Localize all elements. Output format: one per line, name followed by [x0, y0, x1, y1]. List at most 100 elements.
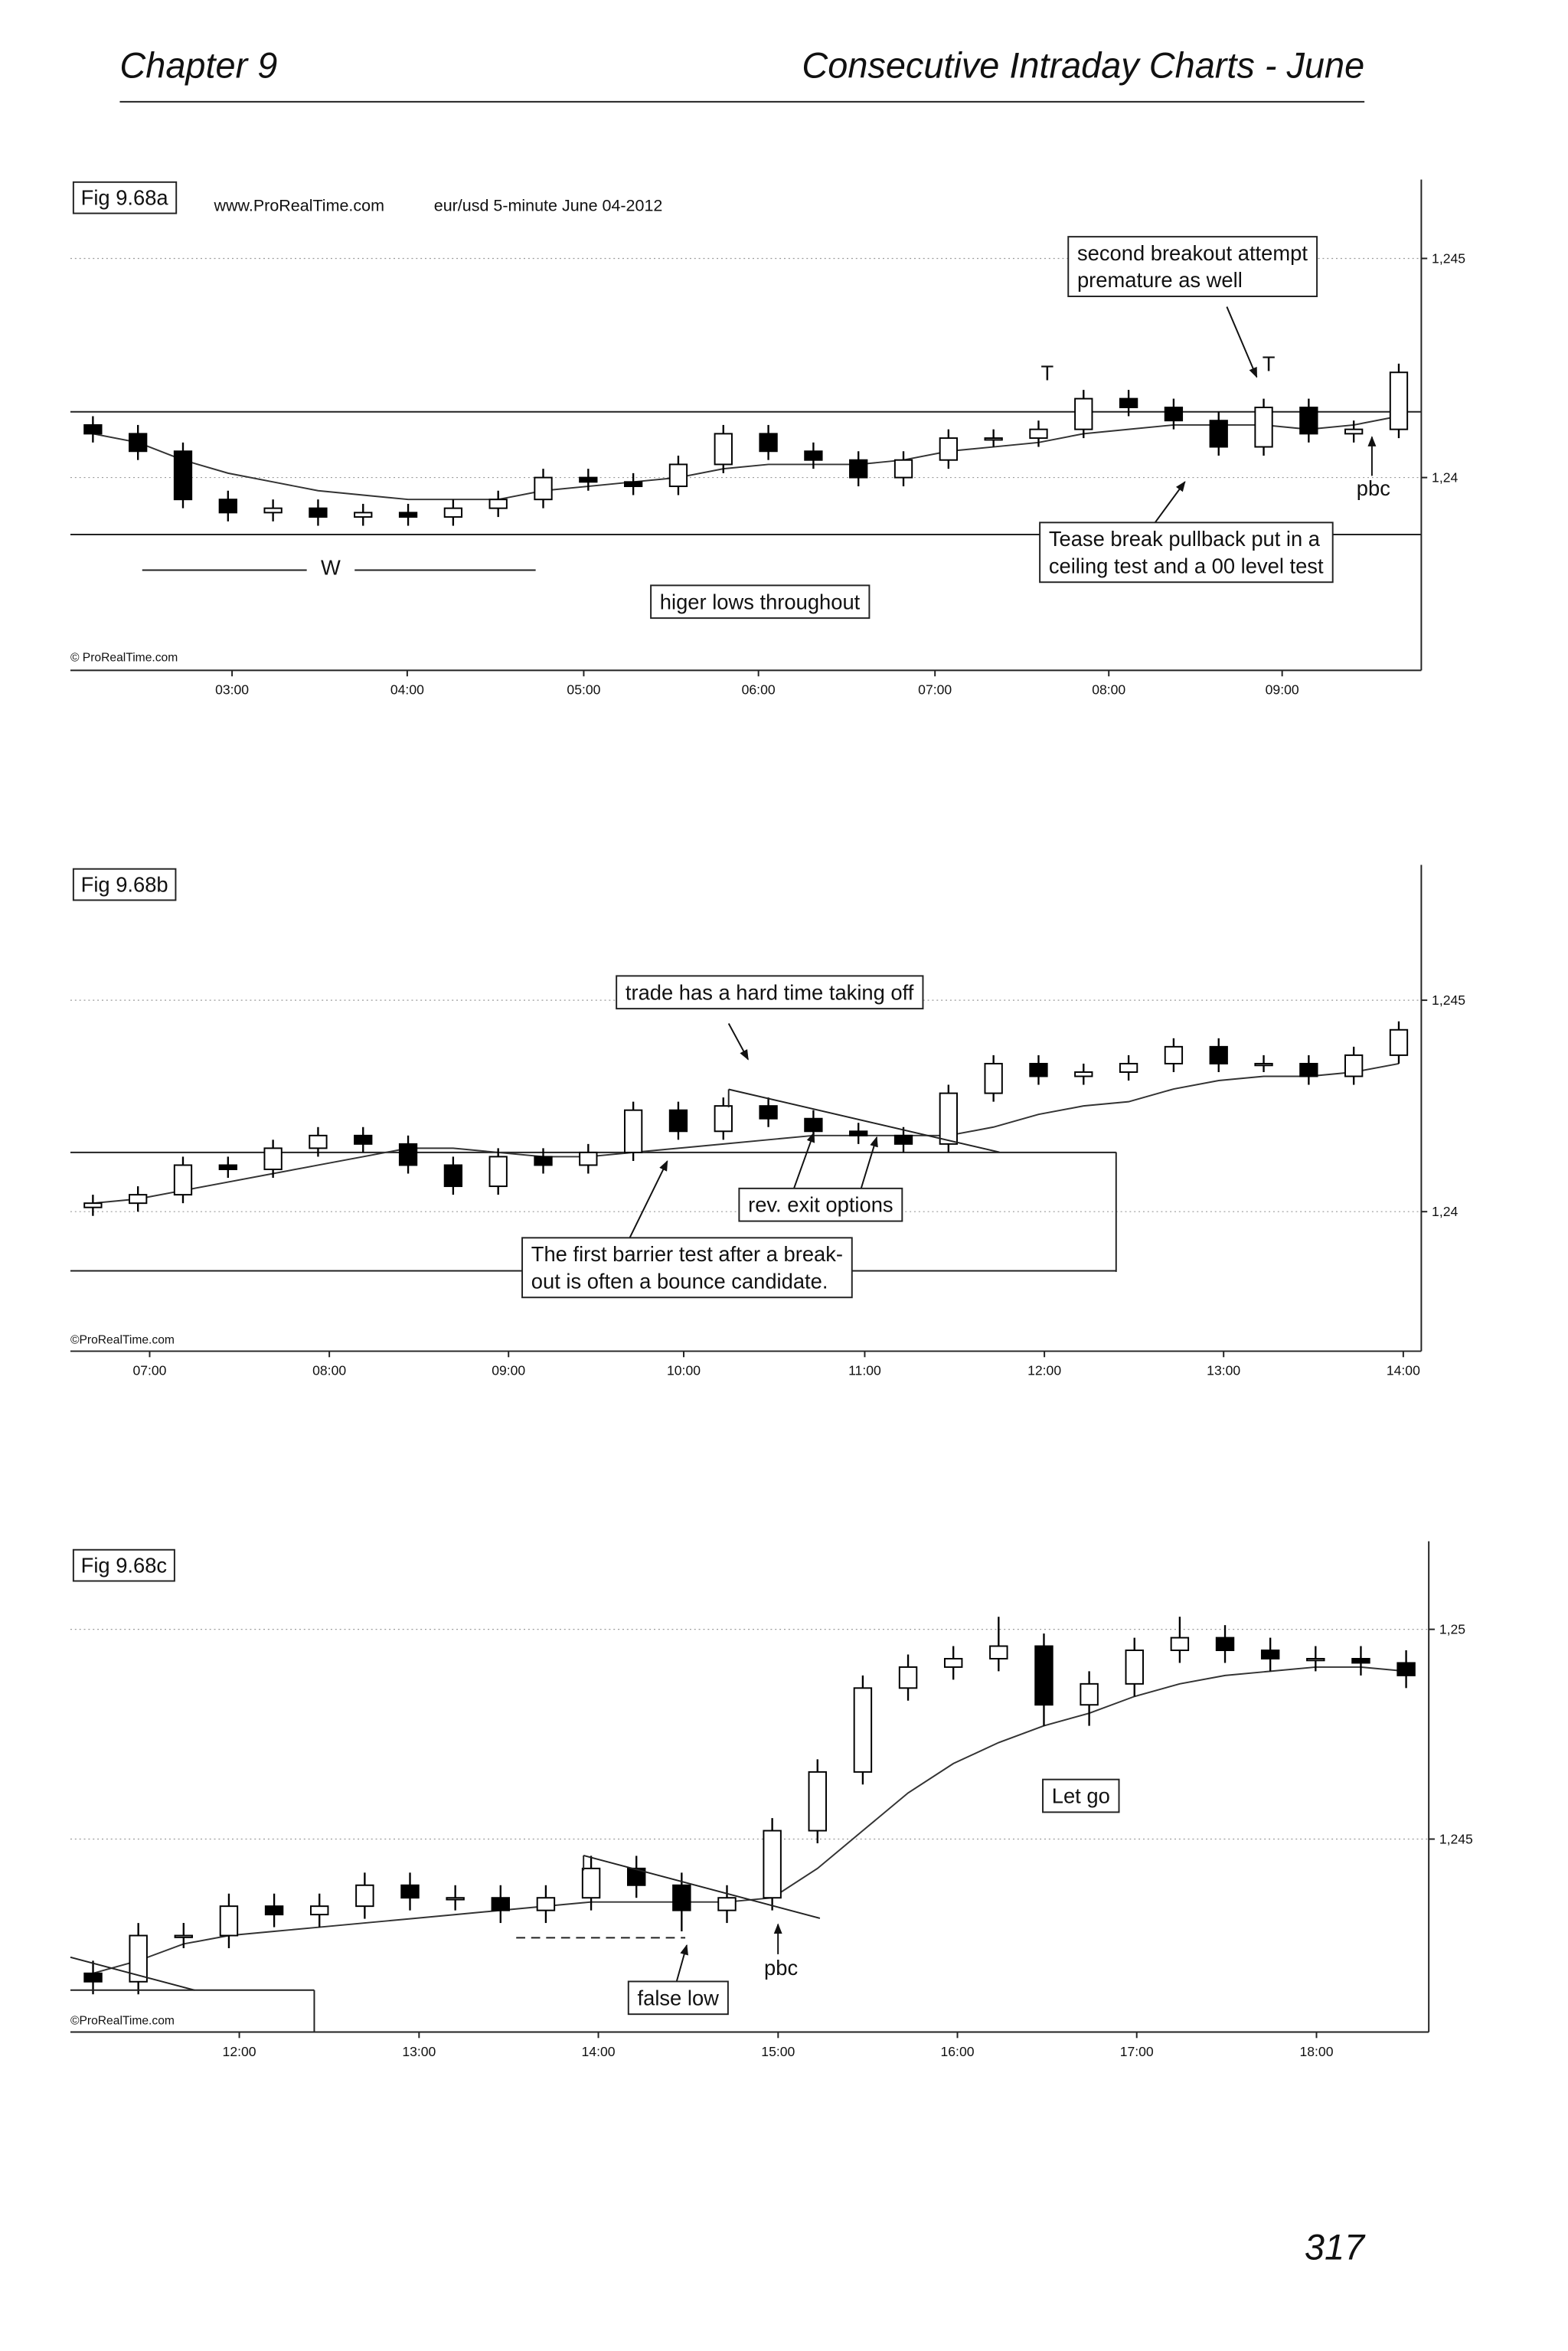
arrow	[1226, 306, 1258, 378]
figure-label: Fig 9.68b	[81, 873, 168, 897]
candle-body	[804, 1117, 823, 1133]
arrow	[1151, 481, 1186, 528]
candle-body	[83, 1202, 103, 1208]
y-tick-label: 1,24	[1432, 469, 1458, 485]
annotation: The first barrier test after a break-	[531, 1242, 843, 1266]
annotation-box	[616, 975, 924, 1010]
candle-body	[672, 1884, 691, 1911]
candle-body	[1260, 1650, 1280, 1659]
candle-body	[488, 499, 508, 509]
candle-body	[129, 433, 148, 453]
candle-body	[309, 1134, 328, 1149]
candle-body	[1164, 1045, 1184, 1064]
x-tick-label: 09:00	[1266, 682, 1299, 698]
candle-body	[853, 1687, 873, 1773]
candle-body	[1306, 1657, 1325, 1662]
candle-body	[1254, 407, 1273, 448]
x-tick-label: 08:00	[1092, 682, 1125, 698]
candle-body	[443, 507, 463, 518]
annotation: trade has a hard time taking off	[626, 980, 914, 1004]
candle-body	[309, 507, 328, 518]
arrow	[792, 1131, 815, 1192]
arrow	[675, 1944, 688, 1983]
candle-body	[534, 476, 553, 501]
watermark: ©ProRealTime.com	[70, 1334, 175, 1347]
x-tick-label: 18:00	[1299, 2044, 1333, 2059]
candle-body	[398, 512, 418, 518]
candle-body	[984, 437, 1003, 441]
candle-body	[714, 1105, 733, 1133]
candle-body	[1164, 407, 1184, 422]
candle-body	[1029, 1062, 1048, 1077]
y-tick-label: 1,24	[1432, 1204, 1458, 1219]
annotation-box	[738, 1187, 903, 1222]
x-tick-label: 03:00	[215, 682, 249, 698]
x-tick-label: 14:00	[582, 2044, 616, 2059]
annotation: T	[1041, 361, 1054, 384]
candle-body	[893, 459, 913, 479]
arrow	[859, 1136, 878, 1192]
annotation: T	[1263, 352, 1276, 376]
candle-body	[989, 1645, 1008, 1659]
annotation: higer lows throughout	[660, 590, 861, 613]
x-tick-label: 11:00	[848, 1363, 881, 1378]
candle-body	[83, 423, 103, 435]
candle-body	[849, 459, 868, 479]
drawn-line	[70, 1956, 195, 1991]
figure-label: Fig 9.68c	[81, 1554, 167, 1578]
figure-label: Fig 9.68a	[81, 186, 169, 210]
candle-body	[893, 1134, 913, 1145]
candle-body	[579, 476, 598, 483]
x-tick-label: 12:00	[223, 2044, 256, 2059]
candle-body	[1170, 1637, 1190, 1651]
candle-body	[668, 1109, 688, 1133]
candle-body	[1074, 397, 1093, 430]
y-tick-label: 1,25	[1439, 1621, 1465, 1637]
annotation: Tease break pullback put in a	[1049, 527, 1321, 551]
annotation-box	[1067, 236, 1318, 298]
candle-body	[218, 499, 237, 514]
x-tick-label: 10:00	[667, 1363, 701, 1378]
candle-body	[1080, 1682, 1099, 1706]
annotation: pbc	[764, 1956, 798, 1980]
candle-body	[488, 1156, 508, 1188]
candle-body	[1396, 1662, 1416, 1676]
x-tick-label: 06:00	[742, 682, 776, 698]
annotation-box	[1039, 522, 1334, 584]
candle-body	[943, 1657, 963, 1668]
annotation-box	[521, 1237, 853, 1299]
candle-body	[623, 1109, 643, 1153]
source: www.ProRealTime.com	[214, 197, 384, 215]
candle-body	[626, 1867, 646, 1886]
x-tick-label: 16:00	[941, 2044, 975, 2059]
candle-body	[1209, 1045, 1228, 1064]
moving-average	[93, 1666, 1406, 1974]
chapter-heading: Chapter 9	[119, 46, 277, 86]
x-tick-label: 13:00	[402, 2044, 436, 2059]
x-tick-label: 07:00	[132, 1363, 166, 1378]
candle-body	[264, 1905, 284, 1916]
candle-body	[1209, 420, 1228, 448]
candle-body	[1389, 371, 1409, 430]
candle-body	[1119, 397, 1138, 409]
candle-body	[1125, 1650, 1144, 1685]
chapter-title: Consecutive Intraday Charts - June	[802, 46, 1364, 86]
x-tick-label: 17:00	[1120, 2044, 1154, 2059]
candle-body	[310, 1905, 329, 1916]
moving-average	[93, 415, 1400, 501]
candle-body	[354, 512, 373, 518]
candle-body	[219, 1905, 239, 1937]
candle-body	[1344, 1054, 1364, 1077]
x-tick-label: 07:00	[918, 682, 952, 698]
annotation-box	[1042, 1778, 1120, 1813]
y-tick-label: 1,245	[1432, 250, 1465, 266]
candle-body	[355, 1884, 374, 1908]
arrow	[627, 1160, 668, 1241]
candle-body	[804, 450, 823, 461]
candle-body	[446, 1897, 465, 1901]
candle-body	[939, 437, 958, 461]
moving-average	[93, 1062, 1400, 1205]
candle-body	[1299, 407, 1318, 435]
